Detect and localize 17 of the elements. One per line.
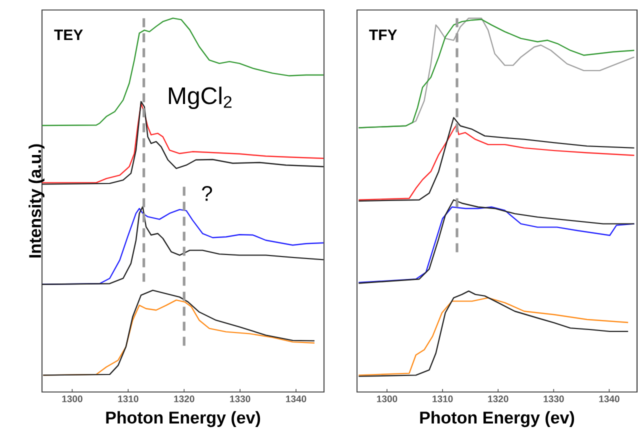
x-tick-label: 1340 (599, 396, 620, 402)
y-axis-title: Intensity (a.u.) (28, 144, 44, 258)
x-axis-title: Photon Energy (ev) (106, 411, 260, 428)
annotation: MgCl$_{2}$ (168, 86, 232, 110)
x-tick-label: 1310 (432, 396, 453, 402)
x-tick-label: 1330 (544, 396, 564, 402)
x-tick-label: 1300 (377, 396, 398, 402)
x-tick-label: 1330 (230, 396, 250, 402)
text: TEY (54, 30, 83, 40)
text: TFY (369, 30, 398, 40)
x-axis-title: Photon Energy (ev) (420, 411, 574, 428)
x-tick-label: 1320 (488, 396, 508, 402)
annotation: ? (202, 186, 212, 201)
x-tick-label: 1320 (174, 396, 194, 402)
x-tick-label: 1310 (118, 396, 138, 402)
x-tick-label: 1340 (286, 396, 306, 402)
x-tick-label: 1300 (62, 396, 82, 402)
